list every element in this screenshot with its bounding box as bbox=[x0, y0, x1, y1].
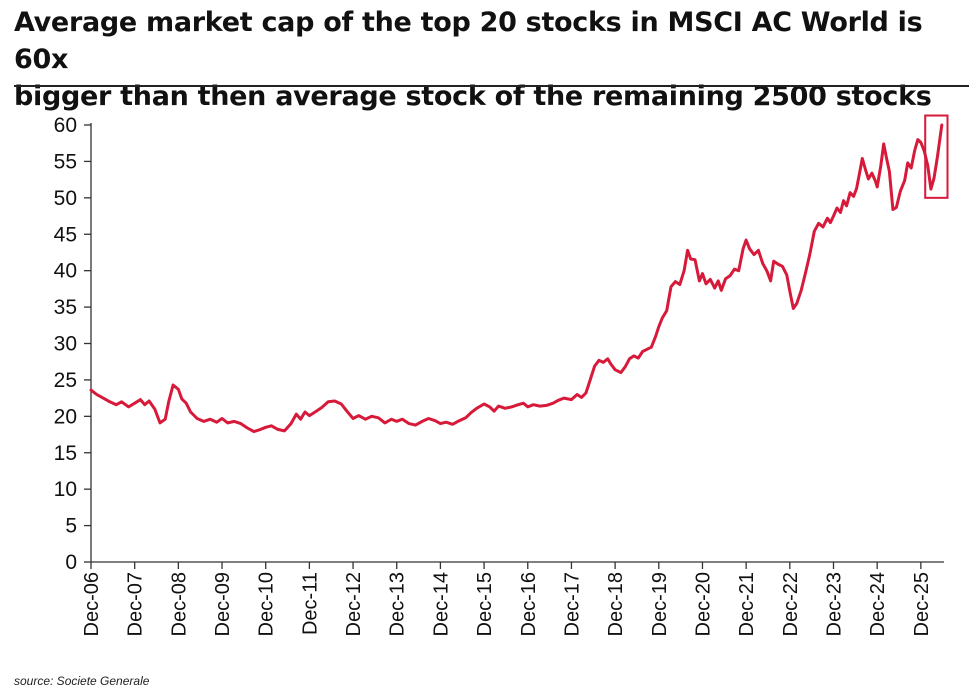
x-tick-label: Dec-13 bbox=[387, 572, 409, 636]
source-note: source: Societe Generale bbox=[14, 674, 150, 688]
y-tick-label: 50 bbox=[54, 187, 77, 210]
y-tick-label: 20 bbox=[54, 405, 77, 428]
highlight-group bbox=[924, 114, 949, 199]
x-tick-label: Dec-12 bbox=[343, 572, 365, 636]
x-tick-label: Dec-14 bbox=[430, 572, 452, 636]
y-tick-label: 30 bbox=[54, 333, 77, 356]
y-tick-label: 25 bbox=[54, 369, 77, 392]
title-divider bbox=[14, 85, 969, 87]
y-tick-label: 15 bbox=[54, 442, 77, 465]
x-axis: Dec-06 Dec-07 Dec-08 Dec-09 Dec-10 Dec-11 Dec-… bbox=[81, 561, 944, 636]
x-tick-label: Dec-08 bbox=[168, 572, 190, 636]
x-tick-label: Dec-19 bbox=[649, 572, 671, 636]
y-tick-label: 35 bbox=[54, 296, 77, 319]
x-tick-label: Dec-10 bbox=[256, 572, 278, 636]
y-tick-label: 0 bbox=[65, 551, 77, 574]
series-line bbox=[89, 123, 944, 434]
x-tick-label: Dec-25 bbox=[911, 572, 933, 636]
series-group bbox=[89, 123, 944, 434]
x-tick-label: Dec-09 bbox=[212, 572, 234, 636]
x-tick-label: Dec-21 bbox=[736, 572, 758, 636]
x-tick-label: Dec-06 bbox=[81, 572, 103, 636]
x-tick-label: Dec-15 bbox=[474, 572, 496, 636]
chart-title-line-1: Average market cap of the top 20 stocks … bbox=[14, 7, 923, 75]
x-tick-label: Dec-20 bbox=[692, 572, 714, 636]
y-tick-label: 45 bbox=[54, 223, 77, 246]
x-tick-label: Dec-17 bbox=[561, 572, 583, 636]
highlight-box bbox=[924, 114, 949, 199]
x-tick-label: Dec-07 bbox=[125, 572, 147, 636]
y-tick-label: 5 bbox=[65, 515, 77, 538]
y-tick-label: 60 bbox=[54, 114, 77, 137]
x-tick-label: Dec-22 bbox=[780, 572, 802, 636]
y-axis: 0 5 10 15 20 25 30 35 40 45 50 55 60 bbox=[54, 114, 92, 574]
x-tick-label: Dec-11 bbox=[299, 572, 321, 635]
x-tick-label: Dec-23 bbox=[823, 572, 845, 636]
y-tick-label: 10 bbox=[54, 478, 77, 501]
x-tick-label: Dec-18 bbox=[605, 572, 627, 636]
y-tick-label: 55 bbox=[54, 150, 77, 173]
x-tick-label: Dec-24 bbox=[867, 572, 889, 636]
y-tick-label: 40 bbox=[54, 260, 77, 283]
x-tick-label: Dec-16 bbox=[518, 572, 540, 636]
